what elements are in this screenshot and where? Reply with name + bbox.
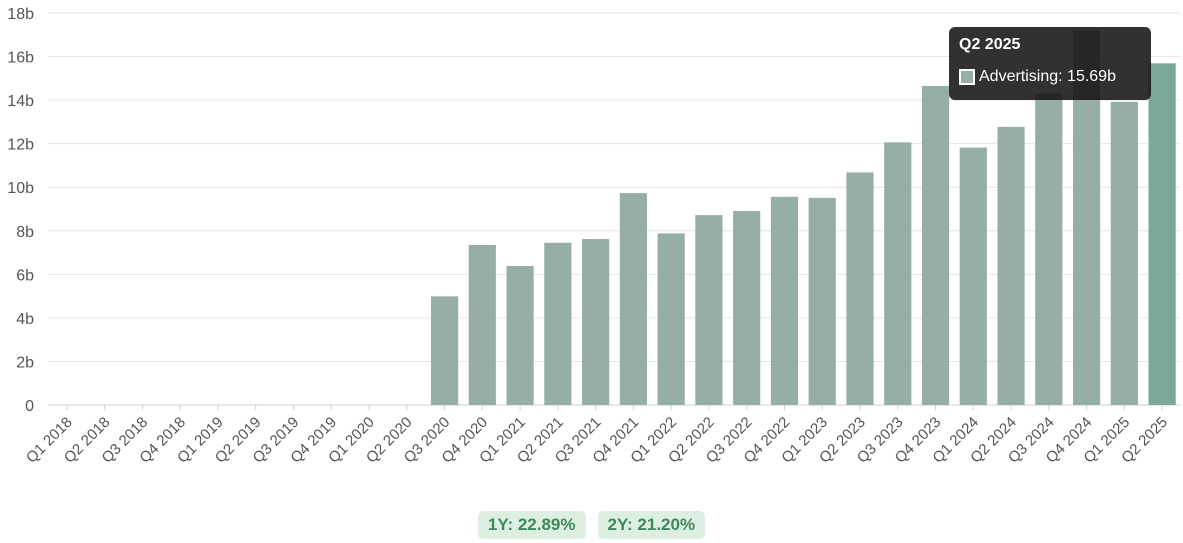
bar-q2-2022[interactable] [695, 215, 723, 405]
bar-q4-2022[interactable] [770, 196, 799, 405]
y-tick-label: 8b [16, 224, 34, 241]
growth-badges: 1Y: 22.89% 2Y: 21.20% [0, 511, 1183, 539]
bar-q4-2021[interactable] [619, 193, 647, 405]
tooltip-value: Advertising: 15.69b [979, 68, 1116, 85]
y-tick-label: 14b [7, 93, 34, 110]
bar-q3-2021[interactable] [582, 239, 610, 405]
tooltip-title: Q2 2025 [959, 36, 1021, 53]
bar-q3-2023[interactable] [884, 142, 912, 406]
bar-q1-2023[interactable] [808, 197, 836, 405]
bar-q2-2021[interactable] [544, 242, 572, 405]
chart-tooltip: Q2 2025 Advertising: 15.69b [949, 27, 1151, 100]
bar-q1-2024[interactable] [959, 147, 987, 405]
bar-q3-2022[interactable] [733, 210, 761, 405]
bar-q1-2022[interactable] [657, 233, 685, 405]
bar-q4-2020[interactable] [468, 244, 496, 405]
bar-q3-2024[interactable] [1035, 93, 1063, 406]
y-tick-label: 4b [16, 311, 34, 328]
bar-q1-2021[interactable] [506, 266, 534, 405]
y-tick-label: 6b [16, 267, 34, 284]
y-tick-label: 18b [7, 6, 34, 23]
y-tick-label: 10b [7, 180, 34, 197]
tooltip-swatch [959, 69, 975, 85]
y-tick-label: 16b [7, 50, 34, 67]
growth-badge-1y: 1Y: 22.89% [477, 511, 586, 539]
bar-q2-2023[interactable] [846, 172, 874, 405]
bar-q4-2023[interactable] [921, 85, 950, 405]
y-tick-label: 2b [16, 354, 34, 371]
tooltip-row: Advertising: 15.69b [959, 68, 1116, 86]
bar-q3-2020[interactable] [430, 296, 459, 405]
bar-q1-2025[interactable] [1110, 101, 1138, 405]
y-tick-label: 12b [7, 137, 34, 154]
bar-q2-2024[interactable] [997, 126, 1025, 406]
bar-q2-2025[interactable] [1148, 63, 1176, 405]
y-tick-label: 0 [25, 398, 34, 415]
growth-badge-2y: 2Y: 21.20% [597, 511, 706, 539]
